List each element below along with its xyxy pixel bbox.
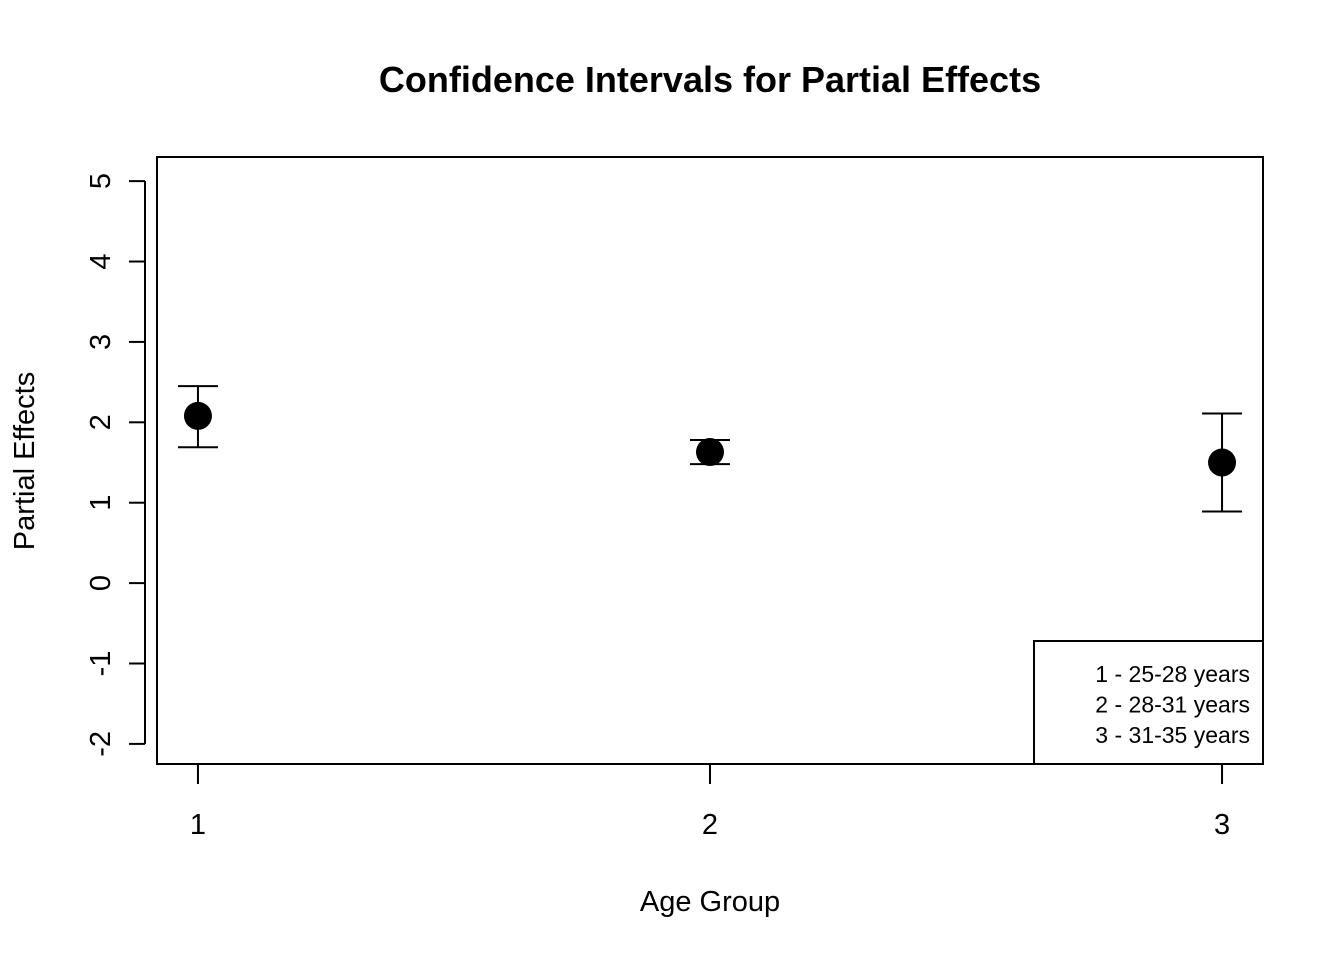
point-estimate: [1208, 448, 1237, 477]
x-tick-label: 2: [702, 809, 718, 841]
legend-box: [1033, 640, 1264, 765]
legend-entry: 1 - 25-28 years: [1095, 661, 1250, 687]
y-axis-label: Partial Effects: [9, 372, 41, 550]
y-tick-label: -1: [85, 651, 117, 677]
x-tick-label: 3: [1214, 809, 1230, 841]
legend-entry: 3 - 31-35 years: [1095, 722, 1250, 748]
x-tick-label: 1: [190, 809, 206, 841]
data-marks: [177, 385, 1243, 513]
x-axis-label: Age Group: [640, 886, 780, 918]
x-axis: 1 2 3: [190, 763, 1230, 841]
ci-group: [1202, 412, 1243, 513]
y-tick-label: 4: [85, 253, 117, 269]
legend: 1 - 25-28 years 2 - 28-31 years 3 - 31-35 …: [1033, 640, 1264, 765]
legend-entry: 2 - 28-31 years: [1095, 692, 1250, 718]
y-tick-label: 5: [85, 173, 117, 189]
ci-group: [690, 438, 730, 467]
point-estimate: [696, 438, 724, 467]
y-tick-label: 3: [85, 334, 117, 350]
ci-group: [177, 385, 218, 449]
y-axis: -2 -1 0 1 2 3 4 5: [85, 173, 146, 757]
chart-title: Confidence Intervals for Partial Effects: [379, 59, 1041, 100]
point-estimate: [183, 401, 212, 430]
y-tick-label: 0: [85, 575, 117, 591]
y-tick-label: -2: [85, 731, 117, 757]
y-tick-label: 1: [85, 495, 117, 511]
y-tick-label: 2: [85, 414, 117, 430]
